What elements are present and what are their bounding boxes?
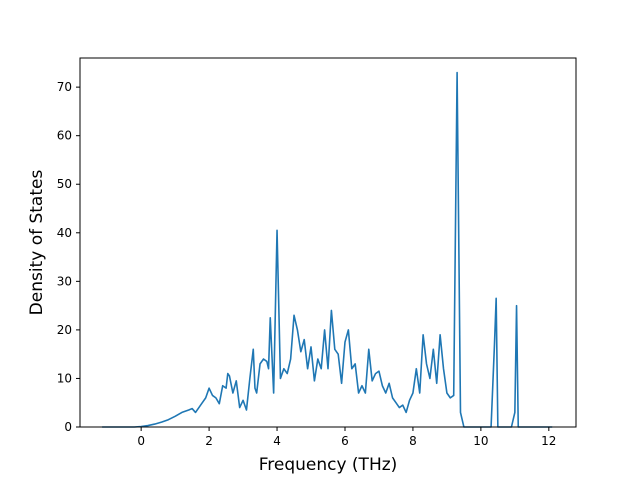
x-tick-label: 0 bbox=[137, 434, 145, 448]
dos-series-line bbox=[102, 71, 553, 428]
x-axis: 0 2 4 6 8 10 12 bbox=[137, 427, 556, 448]
y-tick-label: 0 bbox=[64, 420, 72, 434]
x-tick-label: 6 bbox=[341, 434, 349, 448]
y-tick-label: 20 bbox=[57, 323, 72, 337]
y-tick-label: 10 bbox=[57, 371, 72, 385]
y-tick-label: 40 bbox=[57, 226, 72, 240]
plot-area bbox=[102, 71, 553, 428]
y-tick-label: 50 bbox=[57, 177, 72, 191]
y-axis: 0 10 20 30 40 50 60 70 bbox=[57, 80, 80, 434]
x-tick-label: 8 bbox=[409, 434, 417, 448]
x-tick-label: 2 bbox=[205, 434, 213, 448]
plot-frame bbox=[79, 57, 577, 428]
x-tick-label: 10 bbox=[473, 434, 488, 448]
y-tick-label: 30 bbox=[57, 274, 72, 288]
x-tick-label: 4 bbox=[273, 434, 281, 448]
x-axis-label: Frequency (THz) bbox=[259, 455, 398, 475]
y-tick-label: 70 bbox=[57, 80, 72, 94]
y-tick-label: 60 bbox=[57, 129, 72, 143]
y-axis-label: Density of States bbox=[27, 170, 47, 316]
x-tick-label: 12 bbox=[541, 434, 556, 448]
